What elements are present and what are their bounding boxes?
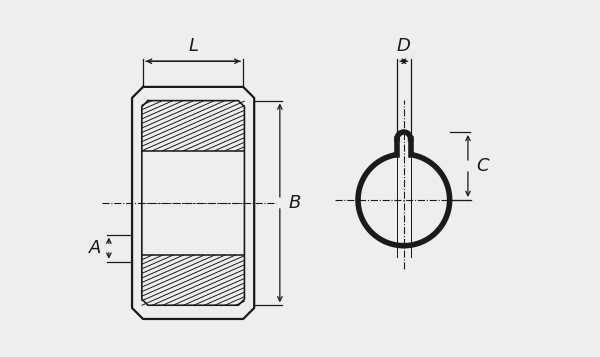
Text: L: L xyxy=(188,37,198,55)
Text: C: C xyxy=(476,157,488,175)
Text: D: D xyxy=(397,37,411,55)
Text: B: B xyxy=(289,194,301,212)
Text: A: A xyxy=(89,239,101,257)
